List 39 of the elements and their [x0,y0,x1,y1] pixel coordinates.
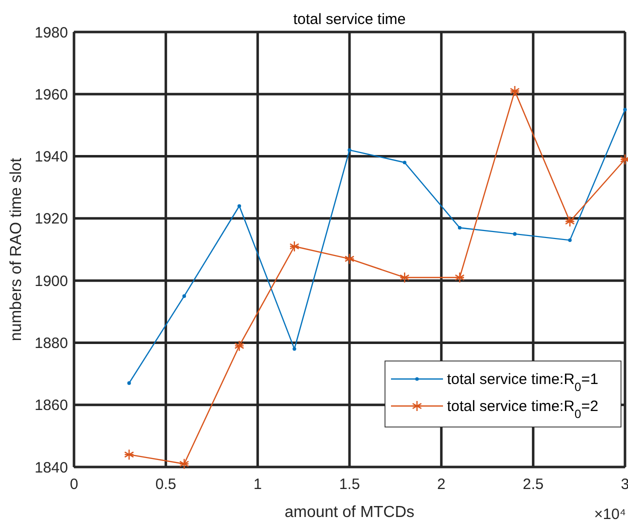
point [289,240,300,252]
point [568,238,572,242]
text: ×10⁴ [594,506,626,523]
point [510,85,520,97]
y-tick-label: 1940 [34,148,68,166]
point [564,216,575,228]
y-tick-label: 1960 [34,86,68,104]
y-tick-label: 1980 [34,24,68,42]
x-tick-label: 1.5 [339,476,360,493]
point [127,381,131,385]
x-tick-label: 1 [253,476,262,493]
x-tick-label: 0 [70,476,78,493]
point [400,272,410,284]
x-tick-label: 2 [437,476,446,493]
x-tick-label: 0.5 [155,476,176,493]
chart-title: total service time [293,11,406,28]
point [623,108,627,112]
y-tick-label: 1860 [34,397,68,414]
point [454,272,465,284]
y-tick-label: 1900 [34,272,68,290]
point [292,347,296,351]
point [513,232,517,236]
y-tick-label: 1840 [34,459,68,476]
point [458,226,462,230]
point [238,204,242,208]
point [344,253,354,264]
y-axis-title: numbers of RAO time slot [8,157,25,342]
point [348,148,352,152]
point [179,458,190,470]
y-tick-label: 1880 [34,334,68,352]
point [402,160,406,164]
point [124,448,134,460]
y-tick-label: 1920 [34,210,68,228]
legend-label: total service time:R$_{0}$=1 [447,371,598,394]
point [234,340,244,352]
x-axis-title: amount of MTCDs [284,504,414,521]
x-tick-label: 2.5 [522,476,544,493]
point [182,294,186,298]
legend-label: total service time:R$_{0}$=2 [447,398,598,421]
